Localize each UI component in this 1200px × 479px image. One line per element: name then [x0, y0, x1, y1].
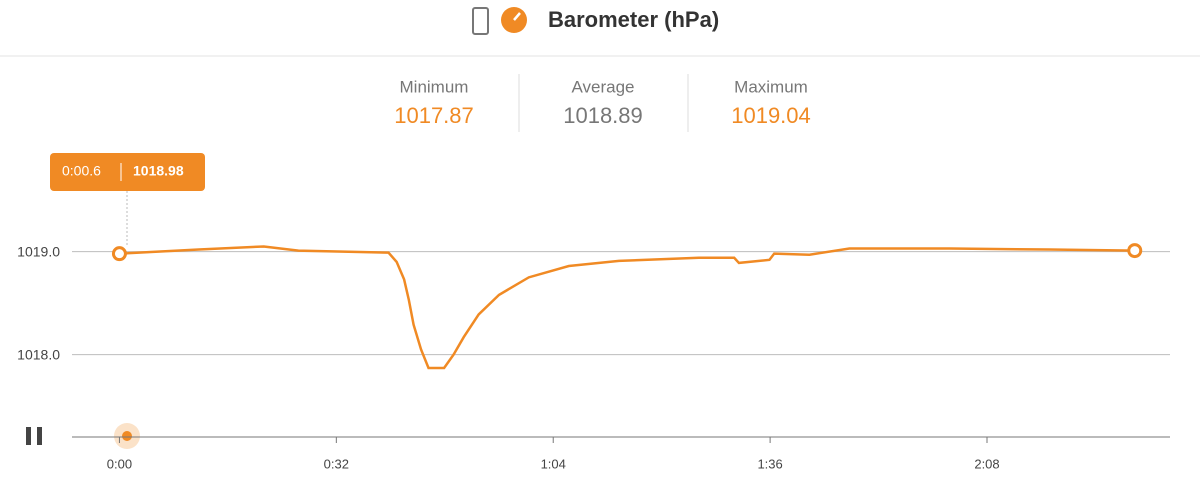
pause-button[interactable]	[26, 427, 31, 445]
stat-value: 1019.04	[731, 103, 811, 128]
tooltip-time: 0:00.6	[62, 163, 101, 179]
pause-button-bar	[37, 427, 42, 445]
y-tick-label: 1018.0	[17, 346, 60, 362]
stat-label: Minimum	[400, 77, 469, 96]
stat-value: 1018.89	[563, 103, 643, 128]
x-tick-label: 1:36	[757, 456, 782, 471]
y-tick-label: 1019.0	[17, 243, 60, 259]
x-tick-label: 0:32	[324, 456, 349, 471]
x-tick-label: 1:04	[541, 456, 566, 471]
x-tick-label: 0:00	[107, 456, 132, 471]
end-marker	[1127, 243, 1143, 259]
stat-label: Maximum	[734, 77, 808, 96]
phone-icon	[472, 7, 489, 35]
data-line	[119, 245, 1135, 370]
stat-label: Average	[571, 77, 634, 96]
title: Barometer (hPa)	[548, 7, 719, 32]
gauge-needle	[513, 12, 521, 21]
x-tick-label: 2:08	[974, 456, 999, 471]
tooltip-value: 1018.98	[133, 163, 184, 179]
playhead	[122, 431, 132, 441]
stat-value: 1017.87	[394, 103, 474, 128]
end-marker	[111, 246, 127, 262]
tooltip	[50, 153, 205, 191]
